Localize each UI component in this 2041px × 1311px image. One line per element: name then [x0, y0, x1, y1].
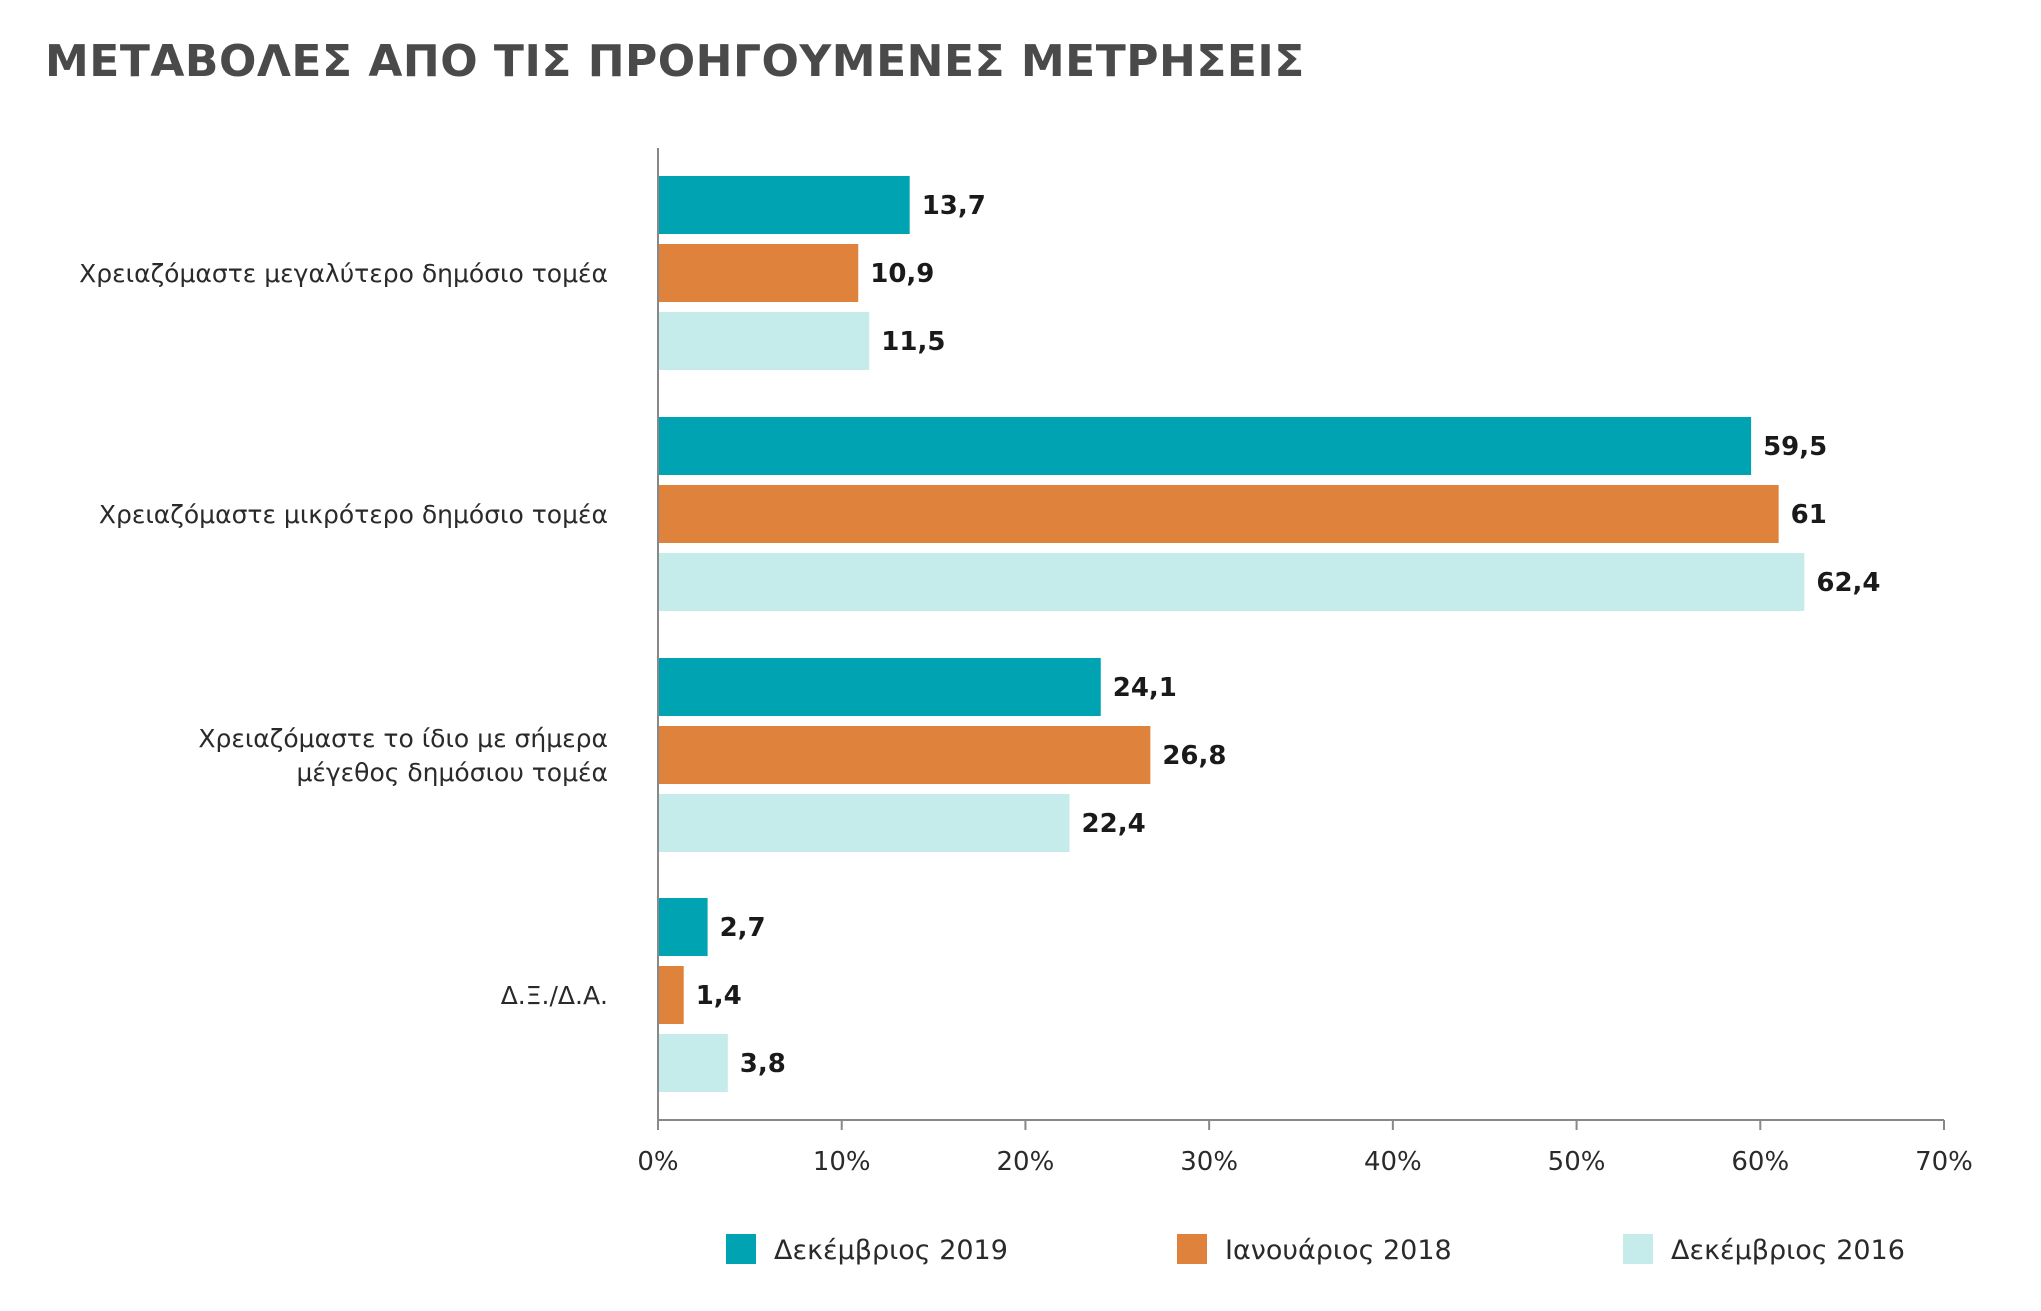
data-label: 10,9 — [870, 259, 934, 289]
data-label: 26,8 — [1162, 741, 1226, 771]
data-label: 13,7 — [922, 191, 986, 221]
data-label: 61 — [1791, 500, 1827, 530]
bar — [658, 1034, 728, 1092]
bar — [658, 726, 1151, 784]
bar — [658, 485, 1779, 543]
legend-label: Δεκέμβριος 2019 — [774, 1235, 1008, 1266]
bar — [658, 658, 1101, 716]
data-label: 62,4 — [1816, 568, 1880, 598]
x-tick-label: 10% — [813, 1147, 871, 1177]
x-tick-label: 30% — [1180, 1147, 1238, 1177]
bar — [658, 553, 1805, 611]
legend: Δεκέμβριος 2019 Ιανουάριος 2018 Δεκέμβριος… — [726, 1234, 1905, 1266]
x-tick-label: 70% — [1915, 1147, 1973, 1177]
legend-swatch — [1177, 1234, 1207, 1264]
category-label: Δ.Ξ./Δ.Α. — [501, 981, 608, 1010]
category-labels: Χρειαζόμαστε μεγαλύτερο δημόσιο τομέα Χρε… — [79, 259, 608, 1010]
legend-swatch — [1623, 1234, 1653, 1264]
x-tick-label: 50% — [1548, 1147, 1606, 1177]
data-label: 11,5 — [881, 327, 945, 357]
x-axis: 0% 10% 20% 30% 40% 50% 60% 70% — [637, 148, 1973, 1177]
data-label: 1,4 — [696, 981, 742, 1011]
bar — [658, 966, 684, 1024]
data-label: 22,4 — [1082, 809, 1146, 839]
bars-layer: 13,7 10,9 11,5 59,5 61 62,4 24,1 26,8 22,4 2,7 1,4… — [658, 176, 1881, 1092]
legend-swatch — [726, 1234, 756, 1264]
category-label: Χρειαζόμαστε μικρότερο δημόσιο τομέα — [99, 500, 608, 529]
x-tick-label: 40% — [1364, 1147, 1422, 1177]
data-label: 3,8 — [740, 1049, 786, 1079]
data-label: 59,5 — [1763, 432, 1827, 462]
data-label: 2,7 — [720, 913, 766, 943]
bar — [658, 244, 859, 302]
category-label: Χρειαζόμαστε το ίδιο με σήμερα — [198, 724, 608, 753]
chart-title: ΜΕΤΑΒΟΛΕΣ ΑΠΟ ΤΙΣ ΠΡΟΗΓΟΥΜΕΝΕΣ ΜΕΤΡΗΣΕΙΣ — [45, 36, 1305, 87]
data-label: 24,1 — [1113, 673, 1177, 703]
legend-label: Δεκέμβριος 2016 — [1671, 1235, 1905, 1266]
category-label: Χρειαζόμαστε μεγαλύτερο δημόσιο τομέα — [79, 259, 608, 288]
bar — [658, 417, 1752, 475]
category-label: μέγεθος δημόσιου τομέα — [296, 758, 608, 787]
bar — [658, 176, 910, 234]
bar — [658, 898, 708, 956]
x-tick-label: 0% — [637, 1147, 678, 1177]
bar — [658, 794, 1070, 852]
legend-label: Ιανουάριος 2018 — [1225, 1235, 1452, 1266]
bar — [658, 312, 870, 370]
x-tick-label: 20% — [997, 1147, 1055, 1177]
x-tick-label: 60% — [1731, 1147, 1789, 1177]
